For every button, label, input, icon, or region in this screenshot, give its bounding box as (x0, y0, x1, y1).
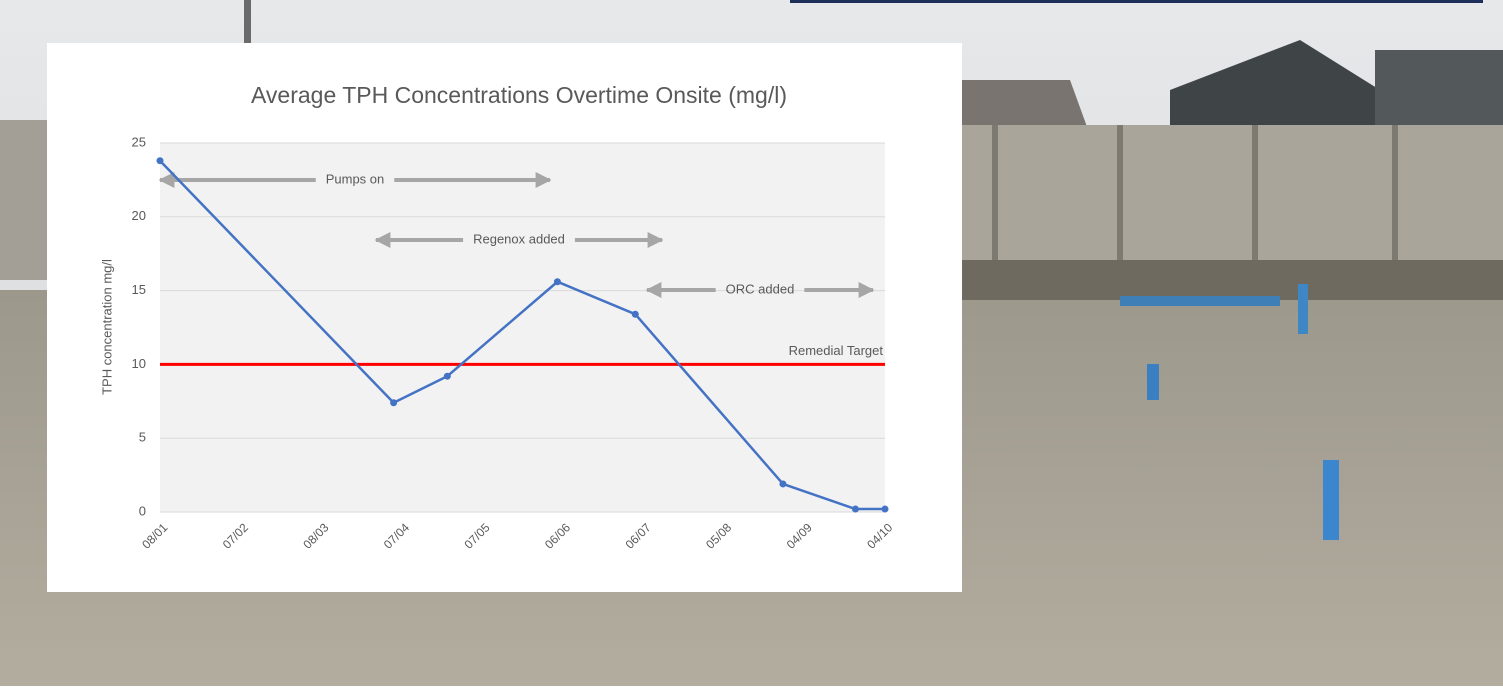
annotation: ORC added (726, 281, 795, 296)
y-tick-label: 25 (132, 134, 146, 149)
data-point (882, 506, 889, 513)
annotation: Pumps on (326, 171, 385, 186)
data-point (444, 373, 451, 380)
screenshot: Average TPH Concentrations Overtime Onsi… (0, 0, 1503, 686)
y-axis-label: TPH concentration mg/l (99, 259, 114, 395)
plot-area (160, 143, 885, 512)
data-point (779, 480, 786, 487)
data-point (157, 157, 164, 164)
data-point (632, 311, 639, 318)
target-label: Remedial Target (789, 343, 884, 358)
chart-title: Average TPH Concentrations Overtime Onsi… (251, 82, 787, 108)
page: Average TPH Concentrations Overtime Onsi… (0, 0, 1503, 686)
annotation: Regenox added (473, 231, 565, 246)
data-point (554, 278, 561, 285)
y-tick-label: 0 (139, 503, 146, 518)
y-tick-label: 10 (132, 356, 146, 371)
data-point (390, 399, 397, 406)
y-tick-label: 15 (132, 282, 146, 297)
data-point (852, 506, 859, 513)
y-tick-label: 5 (139, 430, 146, 445)
y-tick-label: 20 (132, 208, 146, 223)
